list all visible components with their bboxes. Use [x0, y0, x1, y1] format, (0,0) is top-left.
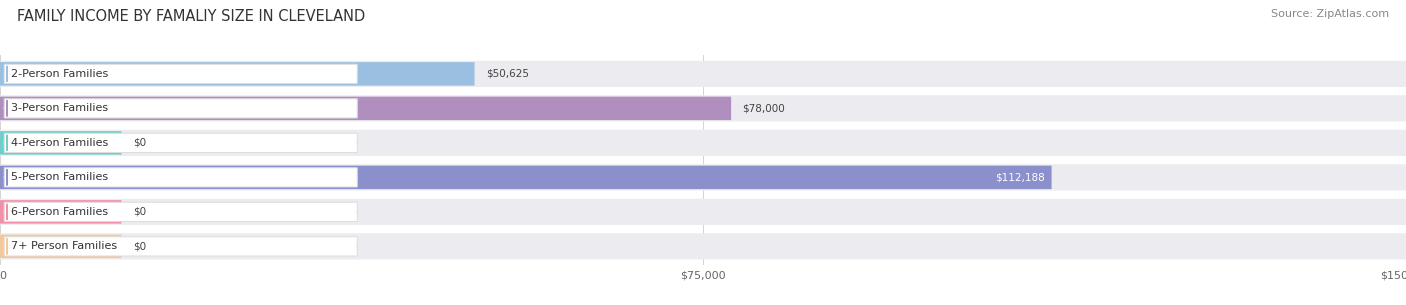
- Text: 5-Person Families: 5-Person Families: [11, 172, 108, 182]
- FancyBboxPatch shape: [0, 199, 1406, 225]
- Text: 7+ Person Families: 7+ Person Families: [11, 241, 117, 251]
- Text: 4-Person Families: 4-Person Families: [11, 138, 108, 148]
- Text: 2-Person Families: 2-Person Families: [11, 69, 108, 79]
- FancyBboxPatch shape: [0, 166, 1052, 189]
- FancyBboxPatch shape: [0, 131, 121, 155]
- FancyBboxPatch shape: [4, 237, 357, 256]
- FancyBboxPatch shape: [0, 164, 1406, 191]
- Text: $0: $0: [132, 241, 146, 251]
- Text: $50,625: $50,625: [486, 69, 529, 79]
- FancyBboxPatch shape: [4, 64, 357, 84]
- Text: $112,188: $112,188: [995, 172, 1045, 182]
- FancyBboxPatch shape: [4, 99, 357, 118]
- Text: 6-Person Families: 6-Person Families: [11, 207, 108, 217]
- Text: Source: ZipAtlas.com: Source: ZipAtlas.com: [1271, 9, 1389, 19]
- FancyBboxPatch shape: [0, 61, 1406, 87]
- FancyBboxPatch shape: [0, 235, 121, 258]
- Text: $0: $0: [132, 138, 146, 148]
- FancyBboxPatch shape: [4, 202, 357, 221]
- FancyBboxPatch shape: [0, 97, 731, 120]
- FancyBboxPatch shape: [4, 168, 357, 187]
- FancyBboxPatch shape: [0, 200, 121, 224]
- Text: FAMILY INCOME BY FAMALIY SIZE IN CLEVELAND: FAMILY INCOME BY FAMALIY SIZE IN CLEVELA…: [17, 9, 366, 24]
- Text: $0: $0: [132, 207, 146, 217]
- Text: $78,000: $78,000: [742, 103, 785, 113]
- FancyBboxPatch shape: [4, 133, 357, 152]
- FancyBboxPatch shape: [0, 62, 475, 86]
- FancyBboxPatch shape: [0, 233, 1406, 260]
- Text: 3-Person Families: 3-Person Families: [11, 103, 108, 113]
- FancyBboxPatch shape: [0, 130, 1406, 156]
- FancyBboxPatch shape: [0, 95, 1406, 121]
